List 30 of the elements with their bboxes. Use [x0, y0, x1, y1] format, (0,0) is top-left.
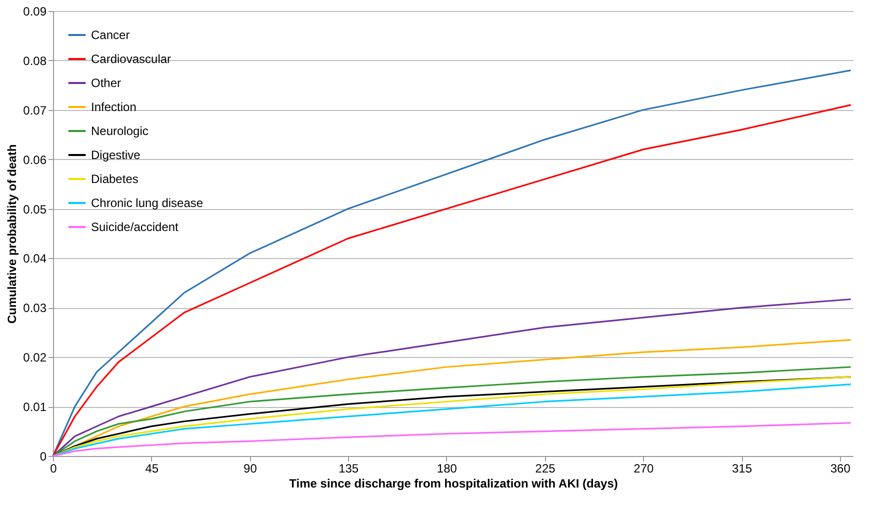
legend-label: Digestive — [91, 148, 141, 162]
x-tick-label: 0 — [50, 462, 58, 476]
legend-label: Other — [91, 76, 122, 90]
y-tick-label: 0.05 — [23, 202, 47, 216]
legend-label: Infection — [91, 100, 136, 114]
y-tick-label: 0.04 — [23, 252, 47, 266]
y-tick-label: 0.01 — [23, 400, 47, 414]
x-tick-label: 315 — [732, 462, 752, 476]
y-tick-label: 0.03 — [23, 301, 47, 316]
x-tick-label: 225 — [535, 462, 556, 476]
x-tick-label: 90 — [244, 462, 258, 476]
y-axis-title: Cumulative probability of death — [5, 144, 20, 324]
legend-label: Cancer — [91, 28, 130, 42]
legend-label: Suicide/accident — [91, 220, 180, 234]
y-tick-label: 0.02 — [23, 350, 47, 365]
x-axis-title: Time since discharge from hospitalization with AKI (days) — [289, 476, 618, 490]
x-tick-label: 360 — [830, 462, 851, 476]
y-tick-label: 0.06 — [23, 152, 47, 167]
y-tick-label: 0 — [40, 450, 47, 464]
y-tick-label: 0.09 — [23, 4, 47, 18]
x-tick-label: 135 — [338, 462, 359, 476]
legend-label: Diabetes — [91, 172, 138, 186]
x-tick-label: 270 — [634, 462, 654, 476]
x-tick-label: 180 — [436, 462, 458, 476]
y-tick-label: 0.08 — [23, 54, 47, 68]
x-tick-label: 45 — [145, 462, 159, 476]
y-tick-label: 0.07 — [23, 103, 47, 118]
legend-label: Chronic lung disease — [91, 196, 204, 210]
legend-label: Cardiovascular — [91, 52, 172, 66]
legend-label: Neurologic — [91, 124, 148, 138]
